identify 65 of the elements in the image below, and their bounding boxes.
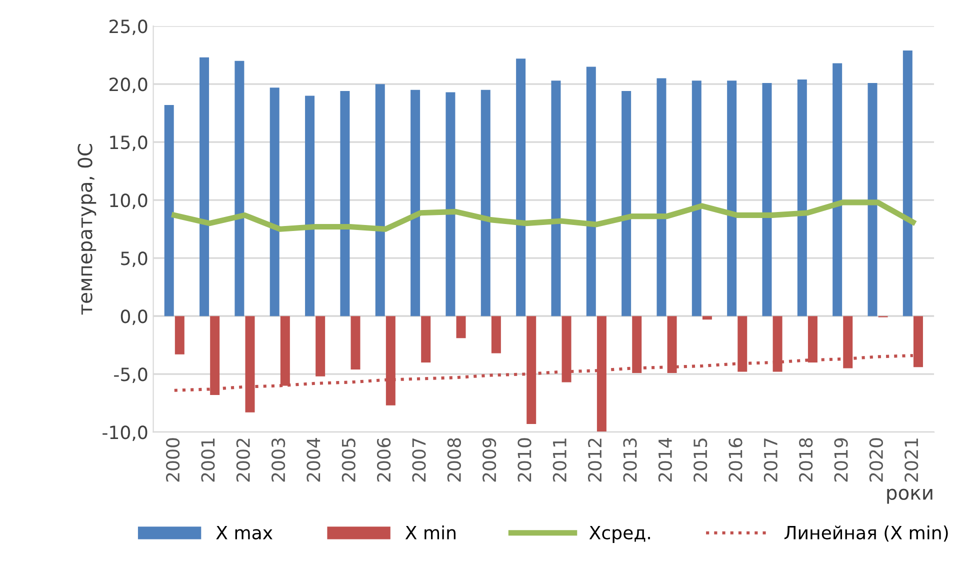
- bar: [516, 58, 526, 316]
- y-tick-label: 20,0: [110, 78, 148, 94]
- bar: [421, 316, 431, 362]
- bar: [174, 316, 184, 354]
- y-axis-title: температура, 0C: [78, 144, 96, 315]
- legend-label: Линейная (X min): [784, 525, 948, 542]
- y-tick-label: 10,0: [110, 194, 148, 210]
- x-tick-label: 2001: [201, 438, 215, 482]
- bar: [234, 60, 244, 316]
- x-tick-label: 2013: [623, 438, 637, 482]
- legend-label: X min: [405, 525, 456, 540]
- x-tick-label: 2017: [764, 438, 778, 482]
- bar: [270, 88, 280, 316]
- x-tick-label: 2020: [869, 438, 884, 482]
- x-tick-label: 2007: [412, 438, 426, 482]
- bar: [480, 90, 490, 316]
- y-tick-label: 15,0: [110, 136, 148, 152]
- x-tick-label: 2011: [552, 438, 566, 482]
- bar: [702, 316, 712, 320]
- x-tick-label: 2014: [658, 438, 672, 482]
- bar: [410, 90, 420, 316]
- x-tick-label: 2009: [482, 438, 496, 482]
- x-tick-label: 2015: [694, 438, 708, 482]
- bar: [375, 84, 385, 316]
- x-tick-label: 2008: [447, 438, 461, 482]
- bar: [551, 80, 561, 316]
- bar: [200, 57, 210, 316]
- x-tick-label: 2004: [306, 438, 320, 482]
- y-tick-label: -5,0: [114, 368, 148, 384]
- legend-label: X max: [216, 526, 272, 540]
- bar: [692, 80, 702, 316]
- bar: [902, 50, 912, 316]
- bar: [350, 316, 360, 370]
- bar: [656, 78, 666, 316]
- x-tick-label: 2006: [376, 438, 391, 482]
- bar: [797, 79, 807, 316]
- bar: [164, 104, 174, 316]
- x-tick-label: 2002: [236, 438, 250, 482]
- y-tick-label: 5,0: [121, 252, 148, 268]
- bar: [868, 82, 878, 316]
- legend-label: Xсред.: [589, 526, 650, 543]
- x-tick-label: 2000: [166, 438, 180, 482]
- bar: [305, 96, 315, 316]
- x-axis-title: роки: [887, 488, 932, 504]
- bar: [762, 82, 772, 316]
- bar: [622, 91, 632, 316]
- y-tick-label: 25,0: [110, 20, 148, 36]
- x-tick-label: 2003: [271, 438, 286, 482]
- bar: [727, 80, 737, 316]
- x-tick-label: 2019: [834, 438, 848, 482]
- bar: [446, 92, 456, 316]
- y-tick-label: 0,0: [120, 310, 148, 326]
- x-tick-label: 2018: [799, 438, 813, 482]
- bar: [491, 316, 501, 354]
- x-tick-label: 2005: [342, 438, 356, 482]
- x-tick-label: 2012: [588, 438, 602, 482]
- bar: [586, 66, 596, 316]
- bar: [832, 63, 842, 316]
- bar: [316, 316, 326, 376]
- x-tick-label: 2021: [904, 438, 918, 482]
- x-tick-label: 2010: [518, 438, 532, 482]
- y-tick-label: -10,0: [102, 426, 148, 442]
- x-tick-label: 2016: [728, 438, 742, 482]
- bar: [456, 316, 466, 338]
- bar: [340, 91, 350, 316]
